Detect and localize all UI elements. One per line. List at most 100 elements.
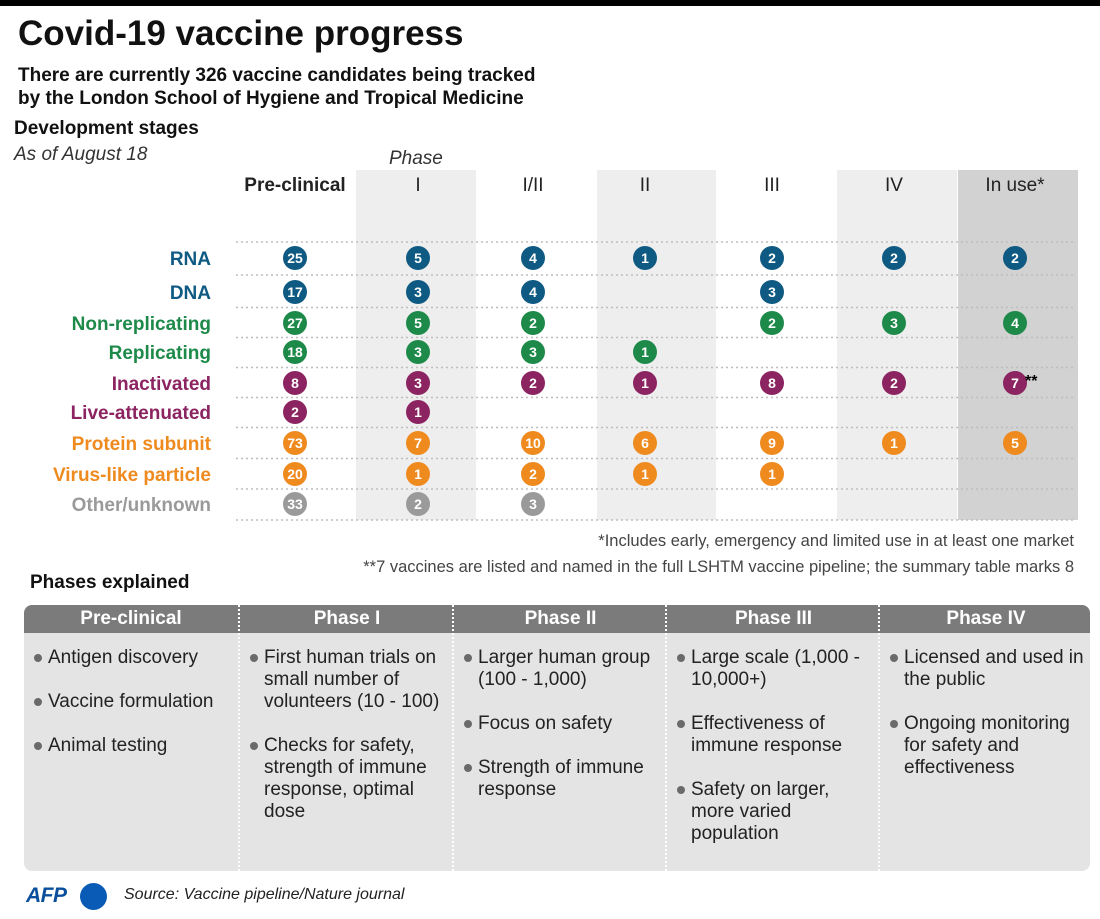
footnote-inactivated: **7 vaccines are listed and named in the… [363, 558, 1074, 576]
count-label: 2 [768, 250, 776, 266]
count-dot [633, 462, 657, 486]
count-label: 2 [529, 375, 537, 391]
count-dot [283, 492, 307, 516]
count-label: 20 [287, 466, 303, 482]
subtitle-line-1: There are currently 326 vaccine candidat… [18, 65, 536, 86]
count-dot [406, 311, 430, 335]
count-label: 3 [768, 284, 776, 300]
count-dot [633, 371, 657, 395]
count-dot [283, 462, 307, 486]
count-label: 4 [529, 284, 537, 300]
count-dot [760, 371, 784, 395]
count-label: 3 [414, 375, 422, 391]
count-dot [283, 400, 307, 424]
phase-bullet-item: Large scale (1,000 - 10,000+) [677, 647, 876, 691]
count-label: 1 [414, 404, 422, 420]
count-dot [882, 246, 906, 270]
subtitle-line-2: by the London School of Hygiene and Trop… [18, 88, 524, 109]
count-label: 8 [768, 375, 776, 391]
development-stages-title: Development stages [14, 118, 199, 139]
count-label: 2 [768, 315, 776, 331]
count-label: 6 [641, 435, 649, 451]
count-dot [283, 340, 307, 364]
vaccine-matrix-chart: Pre-clinical I I/II II III IV In use*RNA 25 5 4 1 2… [53, 170, 1078, 521]
count-dot [406, 400, 430, 424]
phase-column-title: Phase II [524, 608, 597, 629]
phase-bullet-item: Antigen discovery [34, 647, 234, 669]
count-dot [283, 371, 307, 395]
row-label: RNA [170, 249, 211, 270]
count-dot [633, 431, 657, 455]
count-label: 2 [890, 375, 898, 391]
phase-bullet-list: Larger human group (100 - 1,000) Focus on… [454, 647, 667, 801]
phase-bullet-list: Antigen discovery Vaccine formulation Anim… [24, 647, 238, 757]
phase-bullet-item: First human trials on small number of vo… [250, 647, 450, 713]
count-dot [882, 371, 906, 395]
count-dot [521, 246, 545, 270]
count-dot [406, 371, 430, 395]
annotation-asterisk: ** [1025, 373, 1038, 390]
count-dot [633, 340, 657, 364]
phase-column: Phase IV Licensed and used in the public O… [878, 605, 1090, 871]
phase-column-title: Phase IV [946, 608, 1026, 629]
count-dot [406, 431, 430, 455]
phase-bullet-item: Larger human group (100 - 1,000) [464, 647, 663, 691]
count-dot [633, 246, 657, 270]
row-label: Protein subunit [72, 434, 212, 455]
phase-bullet-item: Safety on larger, more varied population [677, 779, 876, 845]
count-dot [760, 431, 784, 455]
count-label: 4 [529, 250, 537, 266]
count-label: 2 [414, 496, 422, 512]
count-label: 2 [529, 466, 537, 482]
count-label: 27 [287, 315, 303, 331]
column-band-6 [958, 170, 1078, 520]
column-band-5 [837, 170, 957, 520]
phase-bullet-item: Vaccine formulation [34, 691, 234, 713]
count-label: 18 [287, 344, 303, 360]
phase-bullet-list: Licensed and used in the public Ongoing m… [880, 647, 1090, 779]
count-label: 3 [414, 344, 422, 360]
count-label: 2 [291, 404, 299, 420]
count-dot [521, 492, 545, 516]
subtitle: There are currently 326 vaccine candidat… [18, 64, 535, 110]
phase-column-title: Phase I [313, 608, 381, 629]
column-header: I [415, 175, 420, 196]
count-dot [882, 311, 906, 335]
count-label: 1 [768, 466, 776, 482]
column-header: In use* [985, 175, 1045, 196]
phase-column: Pre-clinical Antigen discovery Vaccine for… [24, 605, 238, 871]
column-band-3 [597, 170, 716, 520]
count-label: 5 [414, 315, 422, 331]
count-dot [760, 311, 784, 335]
phases-explained-panel: Pre-clinical Antigen discovery Vaccine for… [24, 605, 1090, 871]
phase-column: Phase II Larger human group (100 - 1,000)… [452, 605, 667, 871]
count-label: 5 [414, 250, 422, 266]
phase-bullet-list: Large scale (1,000 - 10,000+) Effectivene… [667, 647, 880, 845]
count-label: 25 [287, 250, 303, 266]
column-header: II [640, 175, 651, 196]
count-label: 17 [287, 284, 303, 300]
footnote-in-use: *Includes early, emergency and limited u… [598, 532, 1074, 550]
count-dot [283, 311, 307, 335]
phase-column-title: Pre-clinical [80, 608, 182, 629]
row-label: Inactivated [112, 374, 211, 395]
count-label: 7 [414, 435, 422, 451]
count-label: 3 [414, 284, 422, 300]
count-label: 10 [525, 435, 541, 451]
column-header: III [764, 175, 780, 196]
count-dot [521, 280, 545, 304]
afp-logo-dot [80, 883, 107, 910]
row-label: Virus-like particle [53, 465, 211, 486]
count-label: 5 [1011, 435, 1019, 451]
phase-column: Phase III Large scale (1,000 - 10,000+) Ef… [665, 605, 880, 871]
column-header: Pre-clinical [244, 175, 345, 196]
count-label: 1 [890, 435, 898, 451]
count-label: 7 [1011, 375, 1019, 391]
count-label: 9 [768, 435, 776, 451]
count-dot [760, 280, 784, 304]
phase-label: Phase [389, 148, 443, 169]
phase-bullet-item: Animal testing [34, 735, 234, 757]
count-label: 4 [1011, 315, 1019, 331]
count-label: 33 [287, 496, 303, 512]
count-label: 3 [890, 315, 898, 331]
